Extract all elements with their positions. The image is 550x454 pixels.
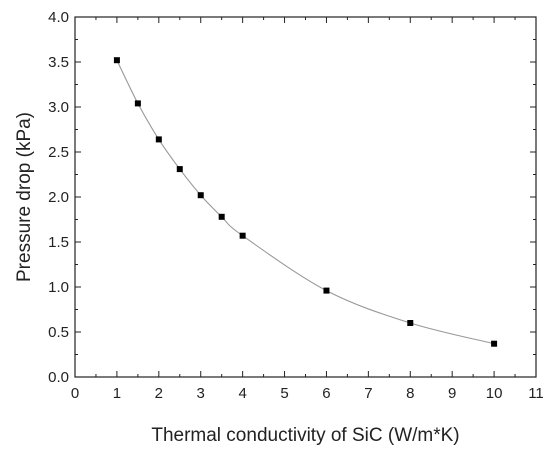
x-tick-label: 8 <box>406 385 414 402</box>
series-line <box>116 59 495 345</box>
x-tick-label: 10 <box>486 385 503 402</box>
x-tick-label: 7 <box>364 385 372 402</box>
plot-frame <box>74 16 537 378</box>
x-tick-label: 0 <box>71 385 79 402</box>
y-tick-label: 0.5 <box>48 324 69 341</box>
data-point-marker <box>197 192 204 199</box>
y-tick-label: 0.0 <box>48 369 69 386</box>
x-tick-label: 3 <box>197 385 205 402</box>
x-tick-label: 2 <box>155 385 163 402</box>
data-series <box>113 57 498 347</box>
y-tick-label: 3.0 <box>48 99 69 116</box>
y-tick-label: 1.0 <box>48 279 69 296</box>
y-tick-label: 3.5 <box>48 54 69 71</box>
x-tick-label: 5 <box>280 385 288 402</box>
data-point-marker <box>113 57 120 64</box>
data-point-marker <box>323 287 330 294</box>
data-point-marker <box>239 232 246 239</box>
tick-marks <box>74 16 537 378</box>
data-point-marker <box>134 100 141 107</box>
y-tick-label: 2.0 <box>48 189 69 206</box>
data-point-marker <box>491 340 498 347</box>
y-tick-label: 1.5 <box>48 234 69 251</box>
x-tick-label: 11 <box>528 385 544 402</box>
data-point-marker <box>176 166 183 173</box>
data-point-marker <box>155 136 162 143</box>
axes <box>74 16 537 378</box>
data-point-marker <box>218 213 225 220</box>
x-tick-label: 9 <box>448 385 456 402</box>
x-tick-label: 4 <box>238 385 246 402</box>
y-tick-label: 2.5 <box>48 144 69 161</box>
y-tick-label: 4.0 <box>48 9 69 26</box>
y-axis-title: Pressure drop (kPa) <box>14 112 35 282</box>
x-tick-label: 1 <box>113 385 121 402</box>
x-axis-title: Thermal conductivity of SiC (W/m*K) <box>151 425 459 446</box>
x-tick-label: 6 <box>322 385 330 402</box>
tick-labels: 0 1 2 3 4 5 6 7 8 9 10 11 0.0 0.5 1.0 1.5 2.0 2.5 3.0 3.5 4.… <box>48 9 544 402</box>
data-point-marker <box>407 320 414 326</box>
